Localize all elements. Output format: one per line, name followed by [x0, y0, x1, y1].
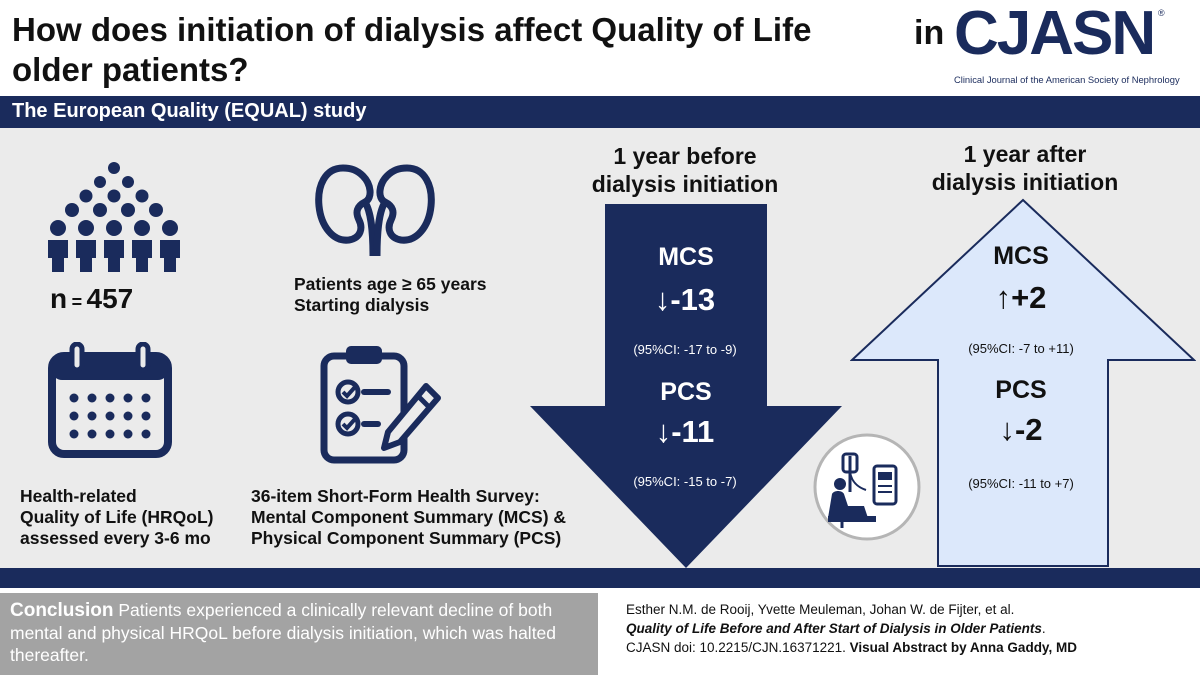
brand-prefix: in — [914, 14, 945, 52]
cjasn-logo: CJASN — [954, 0, 1156, 68]
patients-caption: Patients age ≥ 65 years Starting dialysi… — [294, 274, 487, 316]
after-mcs-ci: (95%CI: -7 to +11) — [968, 341, 1074, 356]
assessment-line-2: Quality of Life (HRQoL) — [20, 507, 214, 527]
citation: Esther N.M. de Rooij, Yvette Meuleman, J… — [626, 600, 1196, 657]
before-heading-line-2: dialysis initiation — [591, 171, 779, 197]
before-heading-line-1: 1 year before — [613, 143, 757, 169]
assessment-caption: Health-related Quality of Life (HRQoL) a… — [20, 486, 213, 549]
survey-line-1: 36-item Short-Form Health Survey: — [251, 486, 540, 506]
journal-brand: in CJASN ® Clinical Journal of the Ameri… — [912, 0, 1197, 94]
citation-doi: CJASN doi: 10.2215/CJN.16371221. — [626, 640, 850, 655]
title-line-2: older patients? — [12, 51, 249, 88]
calendar-icon — [48, 342, 172, 458]
n-equals: = — [71, 292, 83, 312]
after-heading-line-2: dialysis initiation — [931, 169, 1119, 195]
survey-line-3: Physical Component Summary (PCS) — [251, 528, 562, 548]
survey-line-2: Mental Component Summary (MCS) & — [251, 507, 567, 527]
sample-size: n = 457 — [50, 283, 133, 315]
after-mcs-value: ↑+2 — [995, 280, 1047, 315]
before-mcs-label: MCS — [658, 243, 714, 271]
before-mcs-ci: (95%CI: -17 to -9) — [633, 342, 737, 357]
conclusion-title: Conclusion — [10, 600, 114, 621]
up-arrow-shape — [850, 198, 1196, 567]
survey-caption: 36-item Short-Form Health Survey: Mental… — [251, 486, 566, 549]
after-pcs-ci: (95%CI: -11 to +7) — [968, 476, 1074, 491]
citation-credit: Visual Abstract by Anna Gaddy, MD — [849, 640, 1077, 655]
dialysis-patient-icon — [813, 433, 921, 541]
after-mcs-label: MCS — [993, 242, 1049, 270]
kidneys-icon — [315, 164, 435, 257]
after-pcs-label: PCS — [995, 376, 1047, 404]
down-arrow-shape — [530, 204, 842, 568]
registered-mark: ® — [1158, 8, 1165, 18]
assessment-line-1: Health-related — [20, 486, 137, 506]
citation-authors: Esther N.M. de Rooij, Yvette Meuleman, J… — [626, 602, 1015, 617]
before-pcs-label: PCS — [660, 378, 712, 406]
conclusion-body: Patients experienced a clinically releva… — [10, 600, 557, 665]
before-pcs-ci: (95%CI: -15 to -7) — [633, 474, 737, 489]
before-heading: 1 year before dialysis initiation — [560, 142, 810, 198]
study-label: The European Quality (EQUAL) study — [12, 100, 367, 122]
clipboard-checklist-icon — [320, 346, 441, 464]
before-mcs-value: ↓-13 — [654, 282, 716, 317]
citation-article: Quality of Life Before and After Start o… — [626, 621, 1042, 636]
conclusion-box: Conclusion Patients experienced a clinic… — [0, 593, 598, 675]
people-crowd-icon — [48, 162, 180, 272]
page-title: How does initiation of dialysis affect Q… — [12, 10, 892, 90]
title-line-1: How does initiation of dialysis affect Q… — [12, 11, 812, 48]
assessment-line-3: assessed every 3-6 mo — [20, 528, 211, 548]
citation-article-line: Quality of Life Before and After Start o… — [626, 619, 1196, 638]
study-banner: The European Quality (EQUAL) study — [0, 96, 1200, 128]
n-value: 457 — [86, 283, 134, 314]
citation-period: . — [1041, 621, 1046, 636]
before-pcs-value: ↓-11 — [655, 414, 715, 449]
patients-line-2: Starting dialysis — [294, 295, 430, 315]
after-pcs-value: ↓-2 — [999, 412, 1043, 447]
after-heading: 1 year after dialysis initiation — [900, 140, 1150, 196]
conclusion-text: Conclusion Patients experienced a clinic… — [10, 599, 588, 666]
after-heading-line-1: 1 year after — [963, 141, 1087, 167]
brand-subtitle: Clinical Journal of the American Society… — [954, 74, 1180, 85]
citation-doi-line: CJASN doi: 10.2215/CJN.16371221. Visual … — [626, 638, 1196, 657]
n-label: n — [50, 283, 68, 314]
patients-line-1: Patients age ≥ 65 years — [294, 274, 487, 294]
bottom-divider — [0, 568, 1200, 588]
